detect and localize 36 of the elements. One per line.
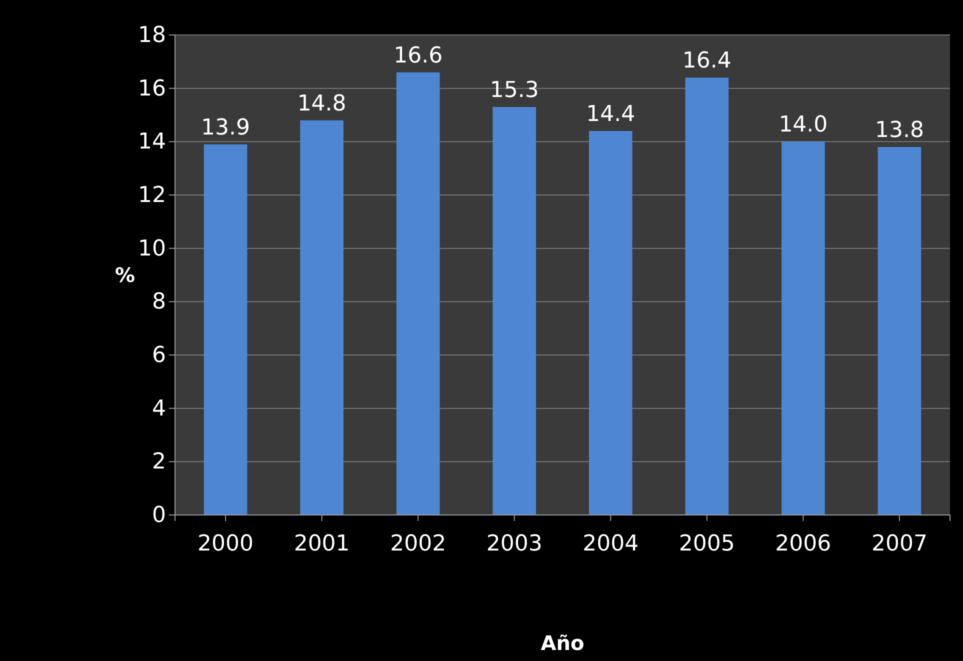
bar <box>782 142 825 515</box>
x-tick-label: 2007 <box>871 531 928 556</box>
y-tick-label: 10 <box>138 236 166 262</box>
bar <box>685 78 729 515</box>
bar <box>492 107 536 515</box>
x-tick-label: 2000 <box>198 531 254 556</box>
y-axis-title: % <box>114 263 136 287</box>
y-tick-label: 18 <box>138 23 166 48</box>
data-label: 14.0 <box>778 112 828 138</box>
y-tick-label: 16 <box>138 76 166 102</box>
data-label: 13.9 <box>201 115 250 140</box>
y-tick-label: 8 <box>152 290 166 315</box>
y-tick-label: 12 <box>138 183 166 208</box>
bar <box>204 144 248 515</box>
data-label: 13.8 <box>874 118 924 143</box>
x-tick-label: 2006 <box>775 531 832 556</box>
bar <box>300 120 344 515</box>
bar <box>588 131 632 515</box>
y-tick-label: 0 <box>152 503 166 528</box>
y-tick-label: 2 <box>152 450 166 475</box>
x-tick-label: 2004 <box>582 531 639 556</box>
x-tick-label: 2001 <box>294 531 350 556</box>
bar <box>878 147 922 515</box>
data-label: 16.4 <box>682 48 732 74</box>
data-label: 16.6 <box>394 43 443 68</box>
y-tick-label: 6 <box>152 343 166 368</box>
data-label: 14.4 <box>586 102 636 127</box>
y-tick-label: 4 <box>152 396 166 422</box>
x-tick-label: 2003 <box>486 531 542 556</box>
x-tick-label: 2002 <box>390 531 446 556</box>
x-axis-title: Año <box>540 631 584 655</box>
data-label: 15.3 <box>490 78 539 103</box>
y-tick-label: 14 <box>138 130 166 155</box>
x-tick-label: 2005 <box>678 531 735 556</box>
data-label: 14.8 <box>297 91 346 116</box>
bar <box>396 72 440 515</box>
